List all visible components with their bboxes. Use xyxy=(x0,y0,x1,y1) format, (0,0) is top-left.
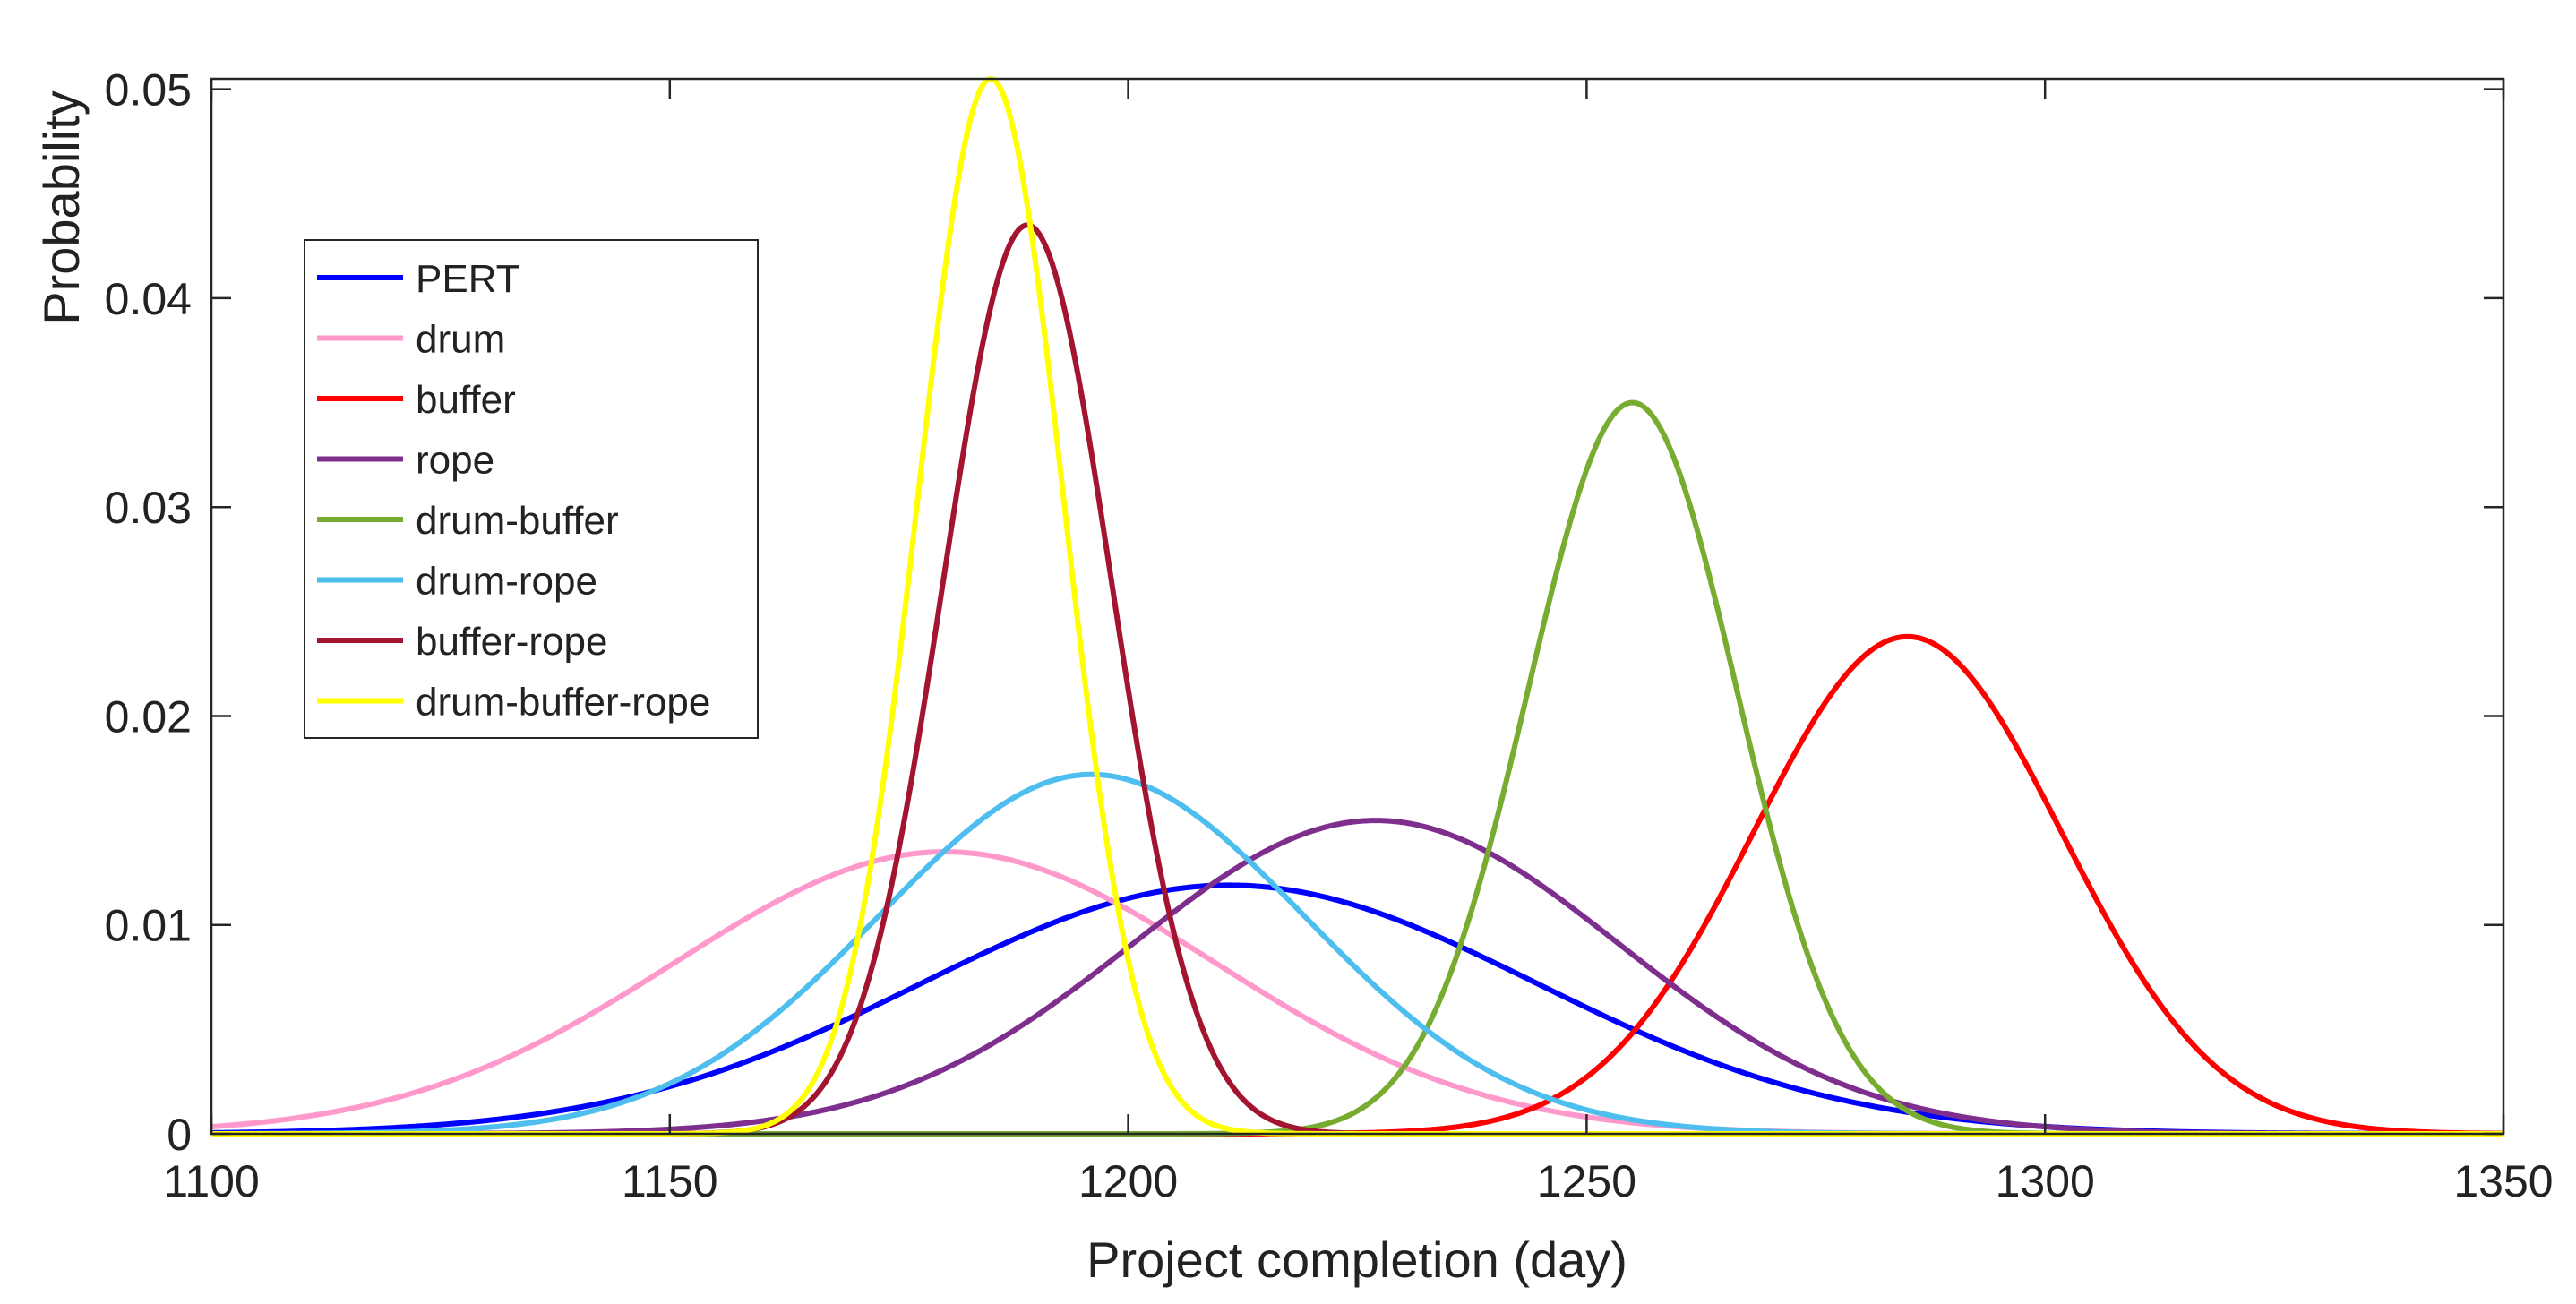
y-tick-label: 0.02 xyxy=(105,691,192,742)
legend-label-PERT: PERT xyxy=(416,257,520,301)
axes: 1100 1150 1200 1250 1300 1350 0 0.01 0.02 0.03 0.0… xyxy=(105,65,2554,1206)
y-tick-label: 0.05 xyxy=(105,65,192,116)
x-tick-label: 1250 xyxy=(1537,1156,1636,1206)
axes-box xyxy=(210,77,2505,1136)
legend-label-buffer: buffer xyxy=(416,378,516,422)
legend: PERT drum buffer rope drum-buffer drum-rope bu… xyxy=(304,239,759,739)
x-tick-label: 1150 xyxy=(622,1156,718,1206)
x-axis-label: Project completion (day) xyxy=(1086,1231,1627,1288)
legend-label-drum: drum xyxy=(416,318,505,362)
y-tick-label: 0.01 xyxy=(105,901,192,951)
y-tick-label: 0.03 xyxy=(105,483,192,533)
y-axis-label: Probability xyxy=(33,90,90,324)
y-tick-label: 0 xyxy=(167,1110,192,1160)
x-tick-label: 1350 xyxy=(2453,1156,2553,1206)
legend-label-drum-buffer-rope: drum-buffer-rope xyxy=(416,681,710,725)
legend-label-buffer-rope: buffer-rope xyxy=(416,620,607,664)
y-tick-label: 0.04 xyxy=(105,274,192,324)
x-tick-label: 1300 xyxy=(1996,1156,2095,1206)
x-tick-label: 1100 xyxy=(163,1156,260,1206)
legend-label-rope: rope xyxy=(416,439,494,483)
x-tick-label: 1200 xyxy=(1078,1156,1178,1206)
legend-box xyxy=(304,239,759,739)
legend-label-drum-buffer: drum-buffer xyxy=(416,499,619,543)
legend-label-drum-rope: drum-rope xyxy=(416,560,597,604)
